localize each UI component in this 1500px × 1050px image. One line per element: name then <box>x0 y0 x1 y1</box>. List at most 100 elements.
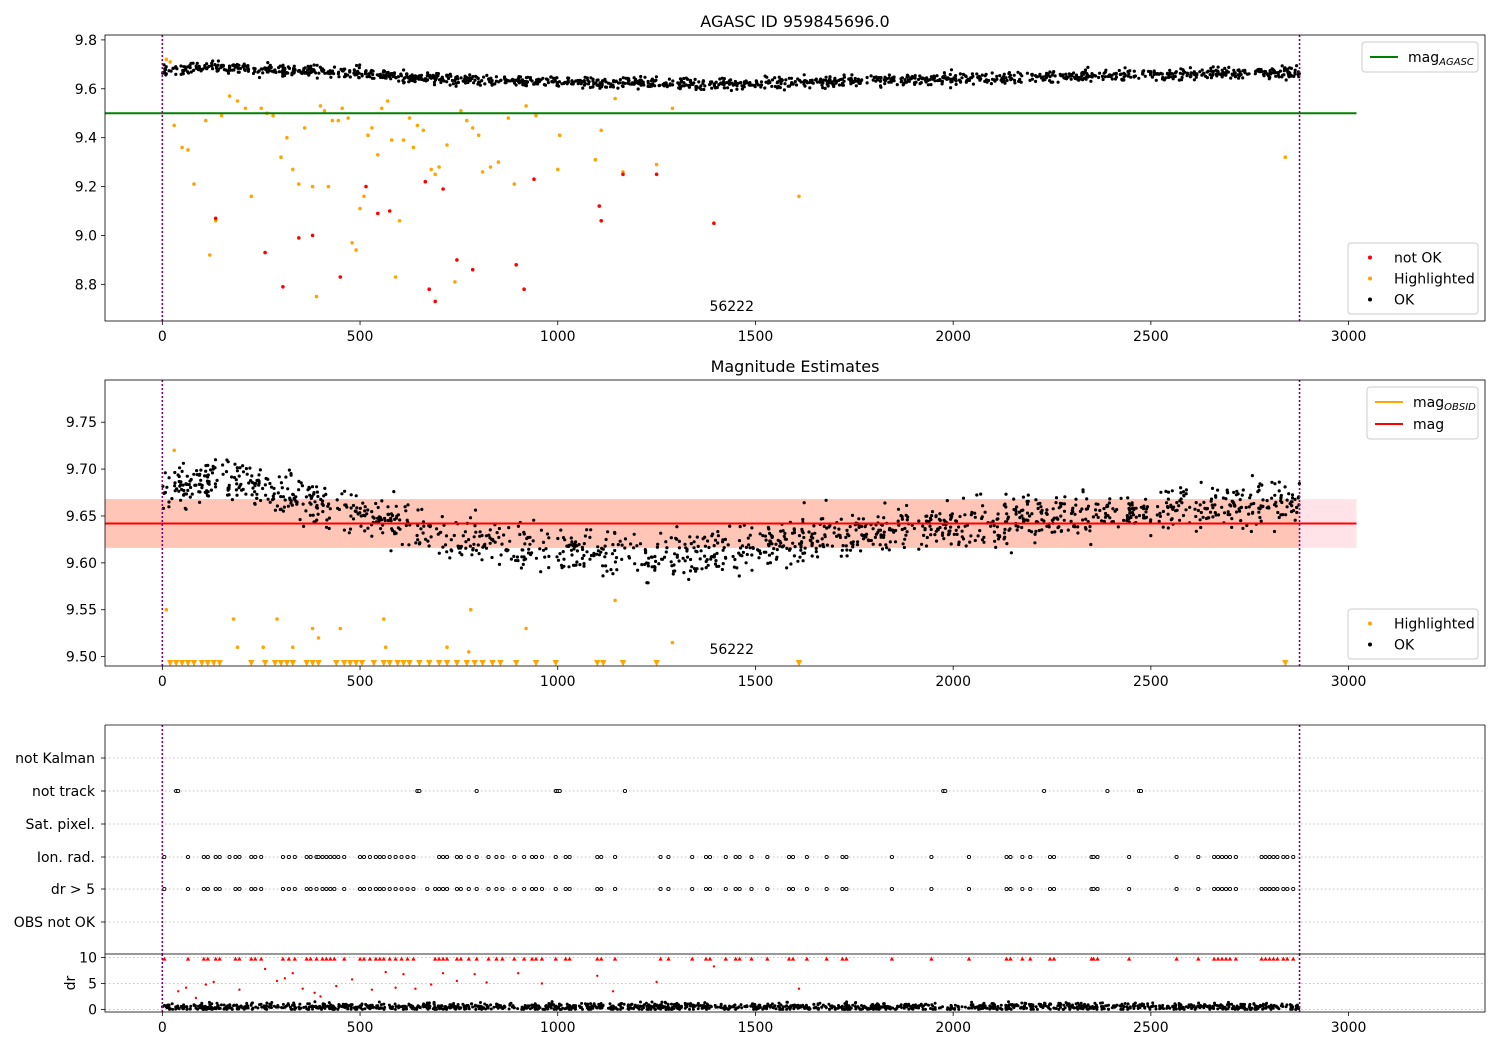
ok-point <box>211 59 215 63</box>
ok-point <box>1239 505 1244 509</box>
ok-point <box>349 506 353 510</box>
ok-point <box>312 492 316 496</box>
flag-marker <box>320 886 325 892</box>
ok-point <box>964 544 968 548</box>
ok-point <box>989 524 993 528</box>
ok-point <box>825 80 829 84</box>
ok-point <box>740 87 745 91</box>
ok-point <box>1046 72 1050 76</box>
ok-point <box>482 544 486 548</box>
ok-point <box>699 549 703 553</box>
dr-ok-point <box>645 1007 649 1011</box>
ok-point <box>596 549 601 553</box>
flag-marker <box>1042 788 1047 794</box>
dr-capped-marker <box>332 956 337 961</box>
dr-ok-point <box>401 1007 405 1011</box>
dr-capped-markers <box>162 956 1296 961</box>
highlight-point <box>362 194 366 199</box>
ok-point <box>677 546 682 550</box>
ok-point <box>1078 509 1082 513</box>
ok-point <box>1094 502 1098 506</box>
ok-point <box>192 472 196 476</box>
dr-capped-marker <box>308 956 313 961</box>
ok-point <box>1062 518 1066 522</box>
dr-ok-point <box>636 1004 640 1008</box>
ok-point <box>1107 74 1112 78</box>
ok-point <box>241 470 246 474</box>
ok-point <box>964 74 968 79</box>
dr-ok-point <box>1142 1002 1146 1006</box>
ok-point <box>288 497 292 502</box>
dr-ok-point <box>394 1005 398 1008</box>
dr-ok-point <box>439 1006 443 1010</box>
flag-marker <box>500 886 505 892</box>
dr-ok-point <box>485 1003 489 1007</box>
highlight-point <box>488 165 493 169</box>
highlight-point <box>279 155 283 159</box>
legend-top <box>1361 41 1479 73</box>
ok-point <box>810 532 814 536</box>
flag-marker <box>844 854 849 860</box>
ok-point <box>1092 73 1097 78</box>
x-tick-label: 1500 <box>738 329 774 345</box>
ok-point <box>1050 518 1054 523</box>
flag-marker <box>233 886 238 892</box>
dr-ok-point <box>174 1007 178 1011</box>
ok-point <box>969 534 973 538</box>
ok-point <box>1228 513 1232 517</box>
ok-point <box>261 71 265 75</box>
ok-point <box>560 566 564 570</box>
ok-point <box>386 512 390 517</box>
flag-marker <box>529 854 535 860</box>
flag-marker <box>1004 886 1009 892</box>
dr-ok-point <box>467 1007 471 1011</box>
ok-point <box>458 551 462 555</box>
dr-ok-point <box>1004 1006 1008 1010</box>
ok-point <box>272 486 276 490</box>
ok-point <box>401 79 405 83</box>
ok-point <box>1050 530 1054 534</box>
ok-point <box>851 543 855 547</box>
ok-point <box>555 555 559 559</box>
highlight-point <box>387 209 392 213</box>
ok-point <box>1073 512 1077 516</box>
ok-point <box>1165 505 1170 509</box>
ok-point <box>437 551 441 555</box>
below-range-marker <box>178 659 186 666</box>
highlight-point <box>455 258 459 262</box>
ok-point <box>808 86 812 90</box>
ok-point <box>281 495 285 499</box>
ok-point <box>692 540 696 544</box>
dr-ok-point <box>370 1006 374 1010</box>
dr-ok-point <box>593 1004 597 1008</box>
highlight-point <box>470 267 475 272</box>
flag-marker <box>332 886 337 892</box>
ok-point <box>1226 70 1230 74</box>
ok-point <box>271 494 275 498</box>
ok-point <box>770 84 774 88</box>
flag-marker <box>405 886 410 892</box>
ok-point <box>626 81 630 85</box>
ok-point <box>325 518 329 522</box>
ok-point <box>748 546 752 550</box>
ok-point <box>992 524 996 528</box>
ok-point <box>1201 515 1205 519</box>
ok-point <box>779 82 783 86</box>
dr-ok-point <box>360 1007 364 1011</box>
ok-point <box>1012 497 1016 501</box>
ok-point <box>429 535 433 539</box>
ok-point <box>446 73 450 77</box>
ok-point <box>385 71 389 75</box>
ok-point <box>792 528 797 532</box>
dr-capped-marker <box>405 956 410 961</box>
ok-point <box>266 61 270 65</box>
flag-marker <box>595 854 600 860</box>
ok-point <box>1290 493 1295 497</box>
dr-ok-point <box>1022 1007 1026 1011</box>
ok-point <box>547 566 551 570</box>
ok-point <box>528 542 532 546</box>
ok-point <box>1295 510 1299 515</box>
dr-ok-point <box>875 1007 879 1011</box>
ok-point <box>315 76 319 80</box>
dr-not-ok-point <box>596 974 599 977</box>
